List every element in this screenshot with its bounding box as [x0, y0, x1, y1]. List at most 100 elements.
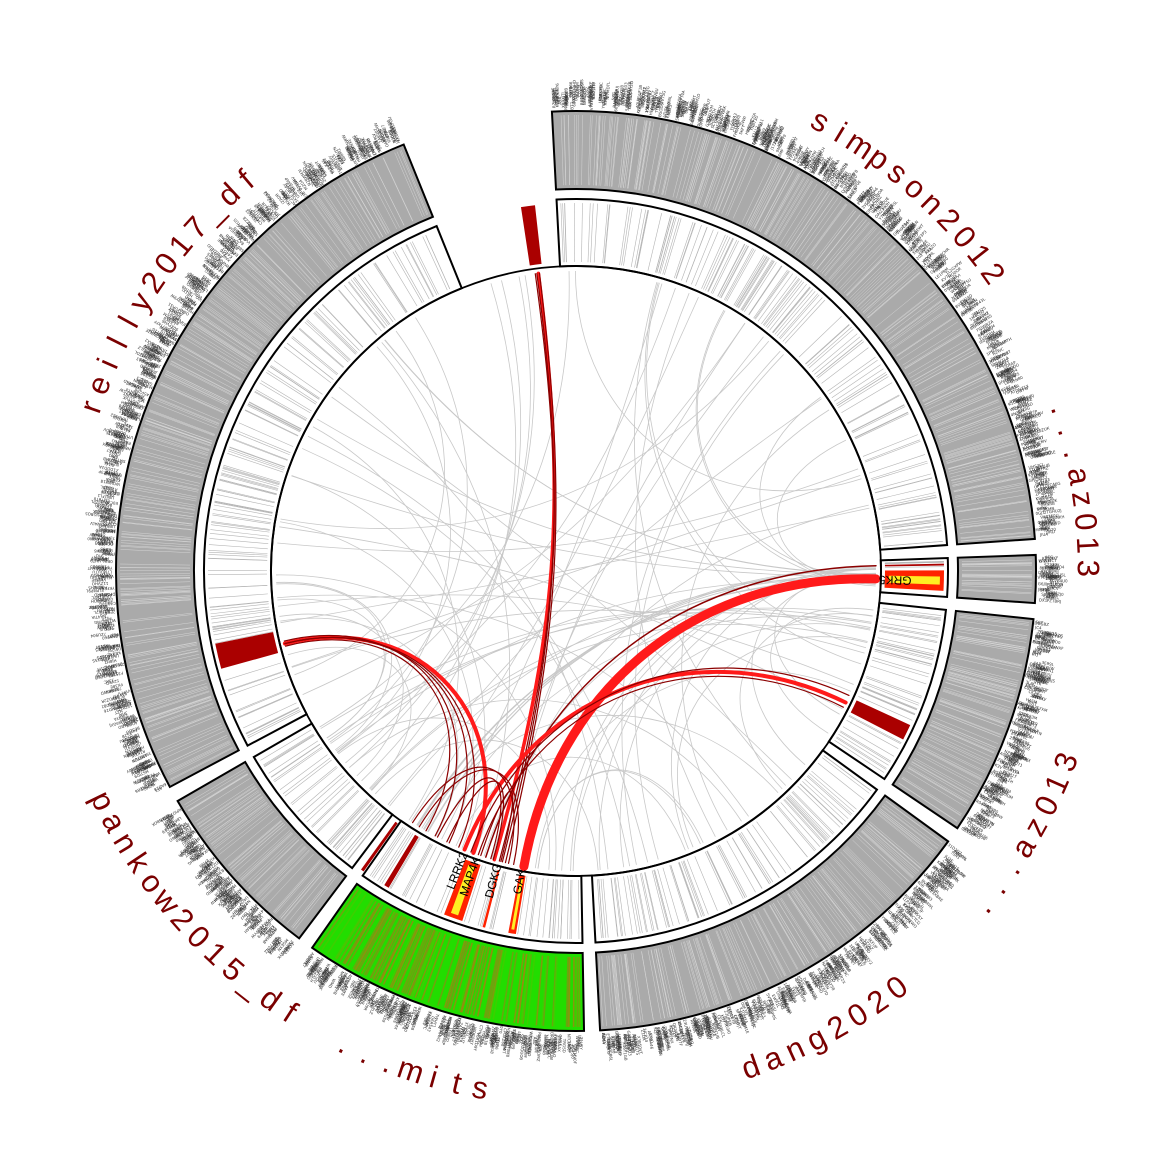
tick-label: XXI58FX	[764, 134, 776, 152]
tick-label: B11K	[95, 529, 106, 535]
tick-label: JIUA	[1039, 532, 1049, 538]
tick-label: V1Z9GR	[760, 129, 771, 146]
tick-label: KV7S	[940, 272, 952, 283]
tick-label: M3XI	[1028, 468, 1039, 475]
sector-label-char: f	[277, 995, 304, 1029]
tick-label: 0YA76	[587, 85, 592, 98]
tick-label: VINX	[1041, 525, 1051, 531]
tick-label: 41HMNUK	[1037, 498, 1058, 506]
background-link	[384, 339, 876, 575]
tick-label: 81GAV	[722, 114, 731, 129]
tick-label: MS5DB	[995, 366, 1010, 377]
tick-label: 6EY9	[778, 133, 787, 145]
tick-label: OPN9GS	[1039, 519, 1057, 526]
tick-label: W39HFC	[575, 1036, 580, 1053]
tick-label: D1OUO0	[519, 1042, 526, 1060]
sector-label-char: a	[1061, 464, 1099, 488]
tick-label: SEH	[1039, 524, 1048, 530]
tick-label: K67	[690, 114, 697, 123]
sector-label-char: l	[100, 332, 134, 354]
sector-label-char: 3	[1046, 748, 1085, 777]
tick-label: 5PJCDK	[1031, 472, 1047, 480]
inner-block	[520, 205, 542, 266]
sector-label-char: .	[1051, 422, 1087, 440]
tick-label: 28HI1	[955, 285, 968, 296]
tick-label: WSM	[957, 287, 968, 297]
tick-label: A8F	[99, 585, 107, 590]
tick-label: HEA	[648, 106, 654, 115]
sector-label-char: .	[1057, 445, 1093, 461]
sector-label-char: m	[393, 1049, 429, 1090]
tick-label: KCT9HZE	[554, 88, 560, 107]
tick-label: II4L	[751, 132, 759, 141]
tick-label: VTMDZUK	[1029, 425, 1050, 436]
tick-label: LP3JAIL	[1042, 517, 1058, 524]
tick-label: H4A	[924, 246, 934, 255]
tick-label: ZCW	[1034, 472, 1044, 479]
tick-label: ID4ETC	[564, 91, 569, 106]
sector-label-char: z	[1065, 489, 1102, 509]
tick-label: YKA5FK	[97, 566, 114, 571]
tick-label: 4SM	[533, 1044, 539, 1053]
tick-label: IR10RM	[575, 82, 580, 98]
tick-label: XG0	[821, 168, 830, 178]
tick-label: IMH8X2B	[625, 81, 632, 100]
tick-label: DVJMLO	[552, 1042, 558, 1058]
tick-label: KATGG8V	[644, 89, 652, 109]
tick-label: 7EAK	[993, 360, 1005, 369]
tick-label: 9VZED	[97, 643, 111, 650]
tick-label: YVDDJ	[1034, 470, 1048, 478]
tick-label: VFI4	[1043, 514, 1053, 520]
tick-label: WI7K	[1037, 505, 1048, 511]
sector-label-char: .	[965, 891, 997, 920]
tick-label: ZTMN	[1043, 506, 1055, 512]
tick-label: T6X8	[785, 144, 795, 157]
tick-label: PBV6MT	[689, 94, 698, 111]
tick-label: L78X	[950, 277, 961, 287]
tick-label: PIIK4T	[649, 97, 656, 111]
tick-label: 8YPEK	[589, 85, 594, 98]
tick-label: 3Z3XYJ8	[618, 84, 625, 102]
tick-label: YWC	[865, 188, 875, 199]
tick-label: Z5EL	[687, 100, 694, 112]
tick-label: Z2MT	[827, 172, 838, 185]
tick-label: ZNYN	[763, 139, 772, 151]
tick-label: MNV	[603, 92, 609, 102]
tick-label: LENF	[597, 92, 603, 103]
tick-label: K6R	[909, 243, 918, 252]
tick-label: 80I	[613, 1036, 619, 1043]
background-link	[330, 608, 872, 744]
tick-label: XT0LVF	[1040, 485, 1056, 493]
tick-label: 9P2K	[656, 97, 663, 108]
tick-label: YSBU3L2	[640, 86, 648, 106]
tick-label: 7LIT9F	[101, 535, 115, 541]
tick-label: 1R2DT	[1033, 470, 1048, 478]
tick-label: I63JFVD	[1027, 435, 1043, 444]
sector-label-char: r	[73, 396, 109, 417]
tick-label: PMDRC1E	[1036, 449, 1056, 459]
background-link	[329, 317, 468, 743]
tick-label: OIH	[832, 169, 840, 178]
tick-labels-layer: WTXOIMX7ESXTMDVYWXHUMLEE9TCW3P3ZGP75UEVA…	[84, 79, 1068, 1065]
tick-label: 9M6A	[775, 141, 785, 154]
tick-label: CF8	[555, 96, 560, 104]
tick-label: 6L8SR	[1006, 383, 1020, 393]
sector-label-char: .	[993, 854, 1027, 881]
tick-label: VMDE	[989, 354, 1002, 364]
background-link	[279, 526, 843, 710]
tick-label: LRP7LTA	[1037, 496, 1054, 503]
outer-sector-s2	[957, 554, 1036, 604]
sector-label-char: 3	[1071, 560, 1106, 577]
sector-label-char: .	[333, 1025, 356, 1060]
sector-label-char: 0	[1068, 512, 1104, 533]
tick-label: CHA	[665, 109, 672, 119]
tick-label: A6L	[1014, 423, 1023, 430]
tick-label: 5KFY	[738, 124, 746, 136]
outer-stripe	[568, 956, 571, 1027]
sector-label-char: 1	[1070, 536, 1106, 555]
tick-label: V78W1ZM	[589, 89, 595, 110]
background-link	[537, 770, 701, 869]
tick-label: NGFT	[999, 360, 1011, 369]
tick-label: E3BIH	[903, 221, 915, 233]
